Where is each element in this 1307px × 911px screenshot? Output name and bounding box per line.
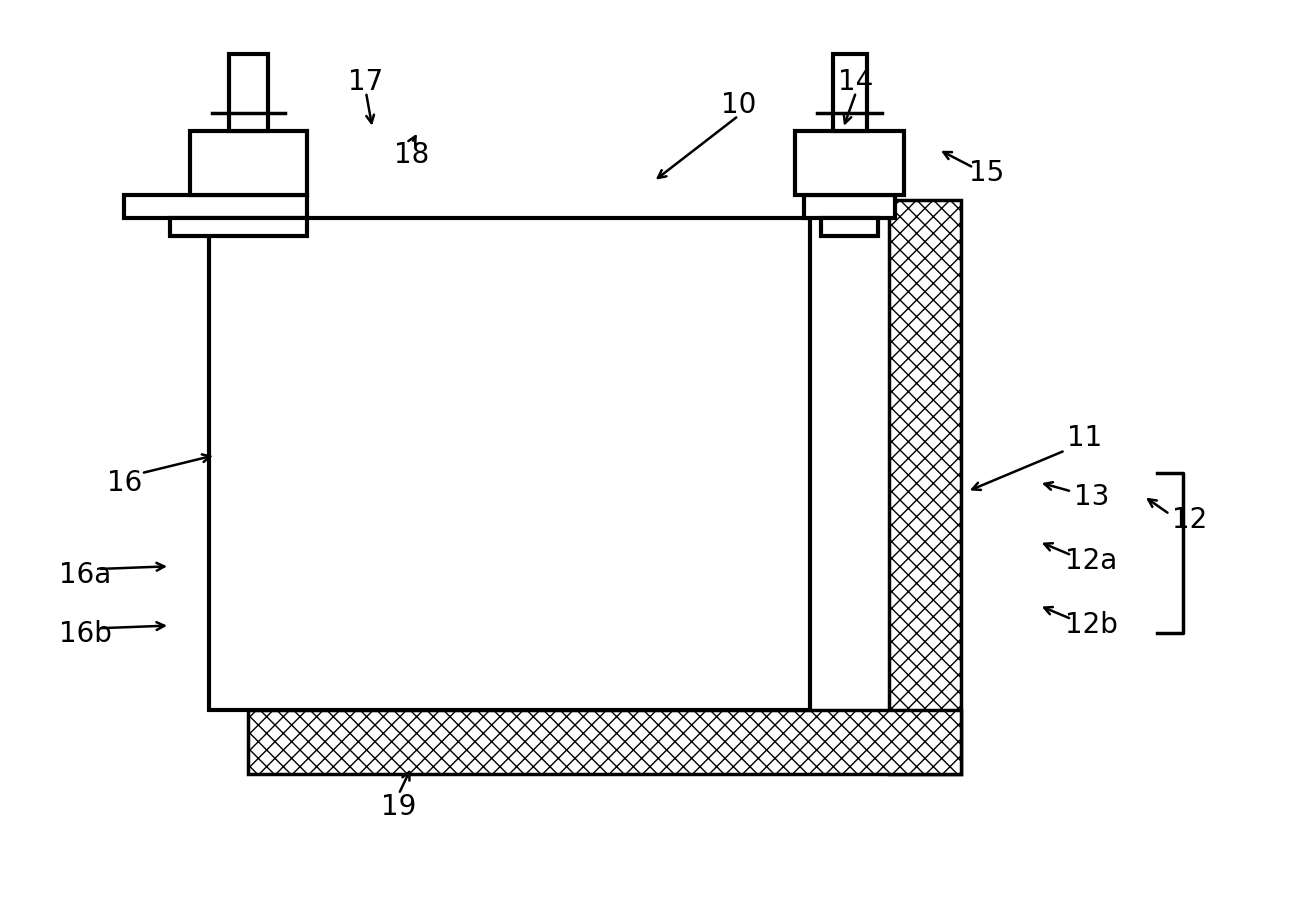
Text: 14: 14	[839, 68, 873, 96]
Text: 11: 11	[1068, 424, 1102, 451]
Bar	[795, 132, 904, 196]
Bar	[170, 219, 307, 237]
Text: 12a: 12a	[1065, 547, 1117, 574]
Bar	[889, 200, 961, 774]
Text: 19: 19	[380, 793, 417, 820]
Bar	[229, 55, 268, 132]
Text: 16b: 16b	[59, 619, 111, 647]
Bar	[833, 55, 867, 132]
Bar	[248, 711, 961, 774]
Text: 18: 18	[395, 141, 429, 169]
Text: 15: 15	[970, 159, 1004, 187]
Bar	[821, 219, 878, 237]
Text: 13: 13	[1073, 483, 1110, 510]
Bar	[804, 196, 895, 219]
Text: 16a: 16a	[59, 560, 111, 588]
Bar	[209, 219, 810, 711]
Bar	[190, 132, 307, 196]
Text: 12: 12	[1172, 506, 1206, 533]
Text: 10: 10	[720, 91, 757, 118]
Text: 12b: 12b	[1065, 610, 1117, 638]
Bar	[124, 196, 307, 219]
Text: 17: 17	[349, 68, 383, 96]
Text: 16: 16	[107, 469, 141, 496]
